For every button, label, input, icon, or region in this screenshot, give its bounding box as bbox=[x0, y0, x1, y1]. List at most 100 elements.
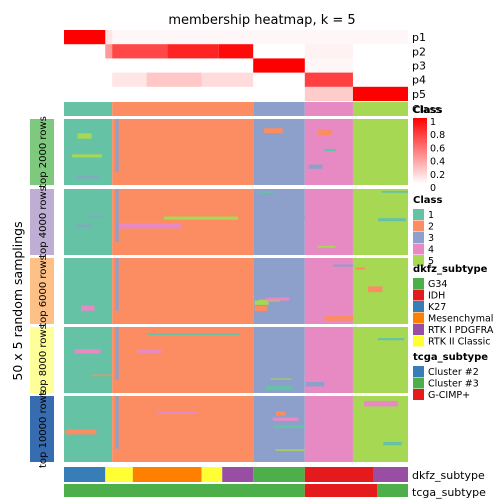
scale-title: Class bbox=[413, 105, 442, 116]
group-2-strip-0 bbox=[254, 305, 268, 312]
membership-cell-p4-0 bbox=[112, 72, 147, 87]
group-0-strip-4 bbox=[76, 176, 100, 179]
group-4-class-4 bbox=[304, 396, 353, 462]
class-segment-3 bbox=[253, 102, 305, 116]
dkfz-segment-1 bbox=[105, 467, 133, 482]
annotation-label-1: tcga_subtype bbox=[412, 486, 486, 499]
group-3-strip-0 bbox=[74, 335, 110, 340]
group-1-class-4 bbox=[304, 189, 353, 255]
group-3-class-2 bbox=[112, 327, 254, 393]
group-2-class-1 bbox=[64, 258, 113, 324]
legend-1-swatch-0 bbox=[413, 278, 424, 289]
group-label-3: top 8000 rows bbox=[38, 324, 49, 396]
tcga-segment-2 bbox=[377, 484, 408, 497]
legend-2-swatch-2 bbox=[413, 389, 424, 400]
class-segment-1 bbox=[64, 102, 113, 116]
group-4-strip-0 bbox=[273, 424, 305, 429]
scale-gradient bbox=[413, 118, 427, 184]
dkfz-segment-3 bbox=[201, 467, 223, 482]
membership-cell-p1-1 bbox=[105, 30, 113, 45]
group-label-0: top 2000 rows bbox=[38, 116, 49, 188]
membership-cell-p3-0 bbox=[253, 58, 305, 73]
group-bar-3 bbox=[30, 327, 54, 393]
class-segment-4 bbox=[304, 102, 353, 116]
group-4-class-1 bbox=[64, 396, 113, 462]
group-0-class-4 bbox=[304, 119, 353, 185]
group-4-strip-4 bbox=[156, 411, 197, 414]
group-1-class-3 bbox=[253, 189, 305, 255]
membership-cell-p4-3 bbox=[304, 72, 353, 87]
group-4-strip-6 bbox=[276, 411, 286, 416]
legend-title-1: dkfz_subtype bbox=[413, 264, 488, 275]
scale-tick-2: 0.6 bbox=[430, 143, 445, 154]
group-1-vstrip bbox=[115, 189, 119, 242]
membership-row-label-p2: p2 bbox=[412, 45, 426, 58]
group-1-strip-4 bbox=[259, 190, 274, 193]
membership-cell-p5-1 bbox=[352, 86, 408, 101]
scale-tick-5: 0 bbox=[430, 183, 436, 194]
membership-cell-p1-0 bbox=[64, 30, 106, 45]
group-1-strip-3 bbox=[378, 218, 407, 222]
group-3-strip-4 bbox=[377, 338, 405, 341]
legend-0-swatch-0 bbox=[413, 209, 424, 220]
group-label-4: top 10000 rows bbox=[38, 390, 49, 468]
group-4-strip-5 bbox=[383, 441, 402, 446]
group-3-strip-8 bbox=[270, 378, 292, 380]
scale-tick-3: 0.4 bbox=[430, 157, 445, 168]
legend-1-swatch-4 bbox=[413, 324, 424, 335]
y-axis-label: 50 x 5 random samplings bbox=[10, 221, 25, 380]
legend-1-swatch-5 bbox=[413, 335, 424, 347]
group-bar-2 bbox=[30, 258, 54, 324]
legend-0-label-1: 2 bbox=[428, 222, 434, 233]
dkfz-segment-5 bbox=[253, 467, 305, 482]
membership-row-label-p4: p4 bbox=[412, 74, 426, 87]
membership-cell-p2-2 bbox=[167, 44, 219, 59]
legend-2-swatch-1 bbox=[413, 377, 424, 389]
legend-0-swatch-4 bbox=[413, 255, 424, 266]
group-4-class-3 bbox=[253, 396, 305, 462]
group-0-strip-0 bbox=[266, 125, 291, 129]
legend-1-swatch-2 bbox=[413, 301, 424, 312]
membership-cell-p2-3 bbox=[218, 44, 254, 59]
group-4-class-5 bbox=[352, 396, 408, 462]
class-bar: Class bbox=[64, 102, 441, 116]
group-4-strip-3 bbox=[311, 420, 333, 425]
group-2-strip-7 bbox=[265, 297, 290, 301]
group-1-class-2 bbox=[112, 189, 254, 255]
legend-0-label-4: 5 bbox=[428, 256, 434, 267]
legend-1-swatch-1 bbox=[413, 289, 424, 301]
legend-2-label-1: Cluster #3 bbox=[428, 379, 479, 390]
legend-1-label-4: RTK I PDGFRA bbox=[428, 325, 494, 336]
membership-row-label-p5: p5 bbox=[412, 88, 426, 101]
legend-1-label-3: Mesenchymal bbox=[428, 314, 493, 325]
group-2-vstrip bbox=[115, 258, 119, 311]
annotation-bars: dkfz_subtype tcga_subtype bbox=[64, 467, 486, 499]
group-0-strip-8 bbox=[308, 164, 323, 169]
group-3-strip-7 bbox=[74, 349, 101, 354]
group-2-strip-1 bbox=[368, 286, 383, 293]
legend-0-label-2: 3 bbox=[428, 233, 434, 244]
legend-0-swatch-3 bbox=[413, 243, 424, 255]
legend-0-swatch-1 bbox=[413, 220, 424, 232]
class-segment-5 bbox=[352, 102, 408, 116]
group-label-1: top 4000 rows bbox=[38, 186, 49, 258]
group-4-vstrip bbox=[115, 396, 119, 449]
group-2-class-2 bbox=[112, 258, 254, 324]
legend-1-swatch-3 bbox=[413, 312, 424, 324]
group-1-class-5 bbox=[352, 189, 408, 255]
group-0-strip-7 bbox=[77, 133, 92, 139]
group-0-strip-5 bbox=[317, 129, 332, 136]
group-0-vstrip bbox=[115, 119, 119, 172]
scale-tick-4: 0.2 bbox=[430, 170, 445, 181]
group-1-strip-6 bbox=[274, 214, 305, 220]
group-3-class-5 bbox=[352, 327, 408, 393]
tcga-segment-0 bbox=[64, 484, 305, 497]
group-0-class-1 bbox=[64, 119, 113, 185]
group-4-strip-8 bbox=[64, 429, 97, 435]
group-label-2: top 6000 rows bbox=[38, 255, 49, 327]
legend-1-label-0: G34 bbox=[428, 279, 447, 290]
